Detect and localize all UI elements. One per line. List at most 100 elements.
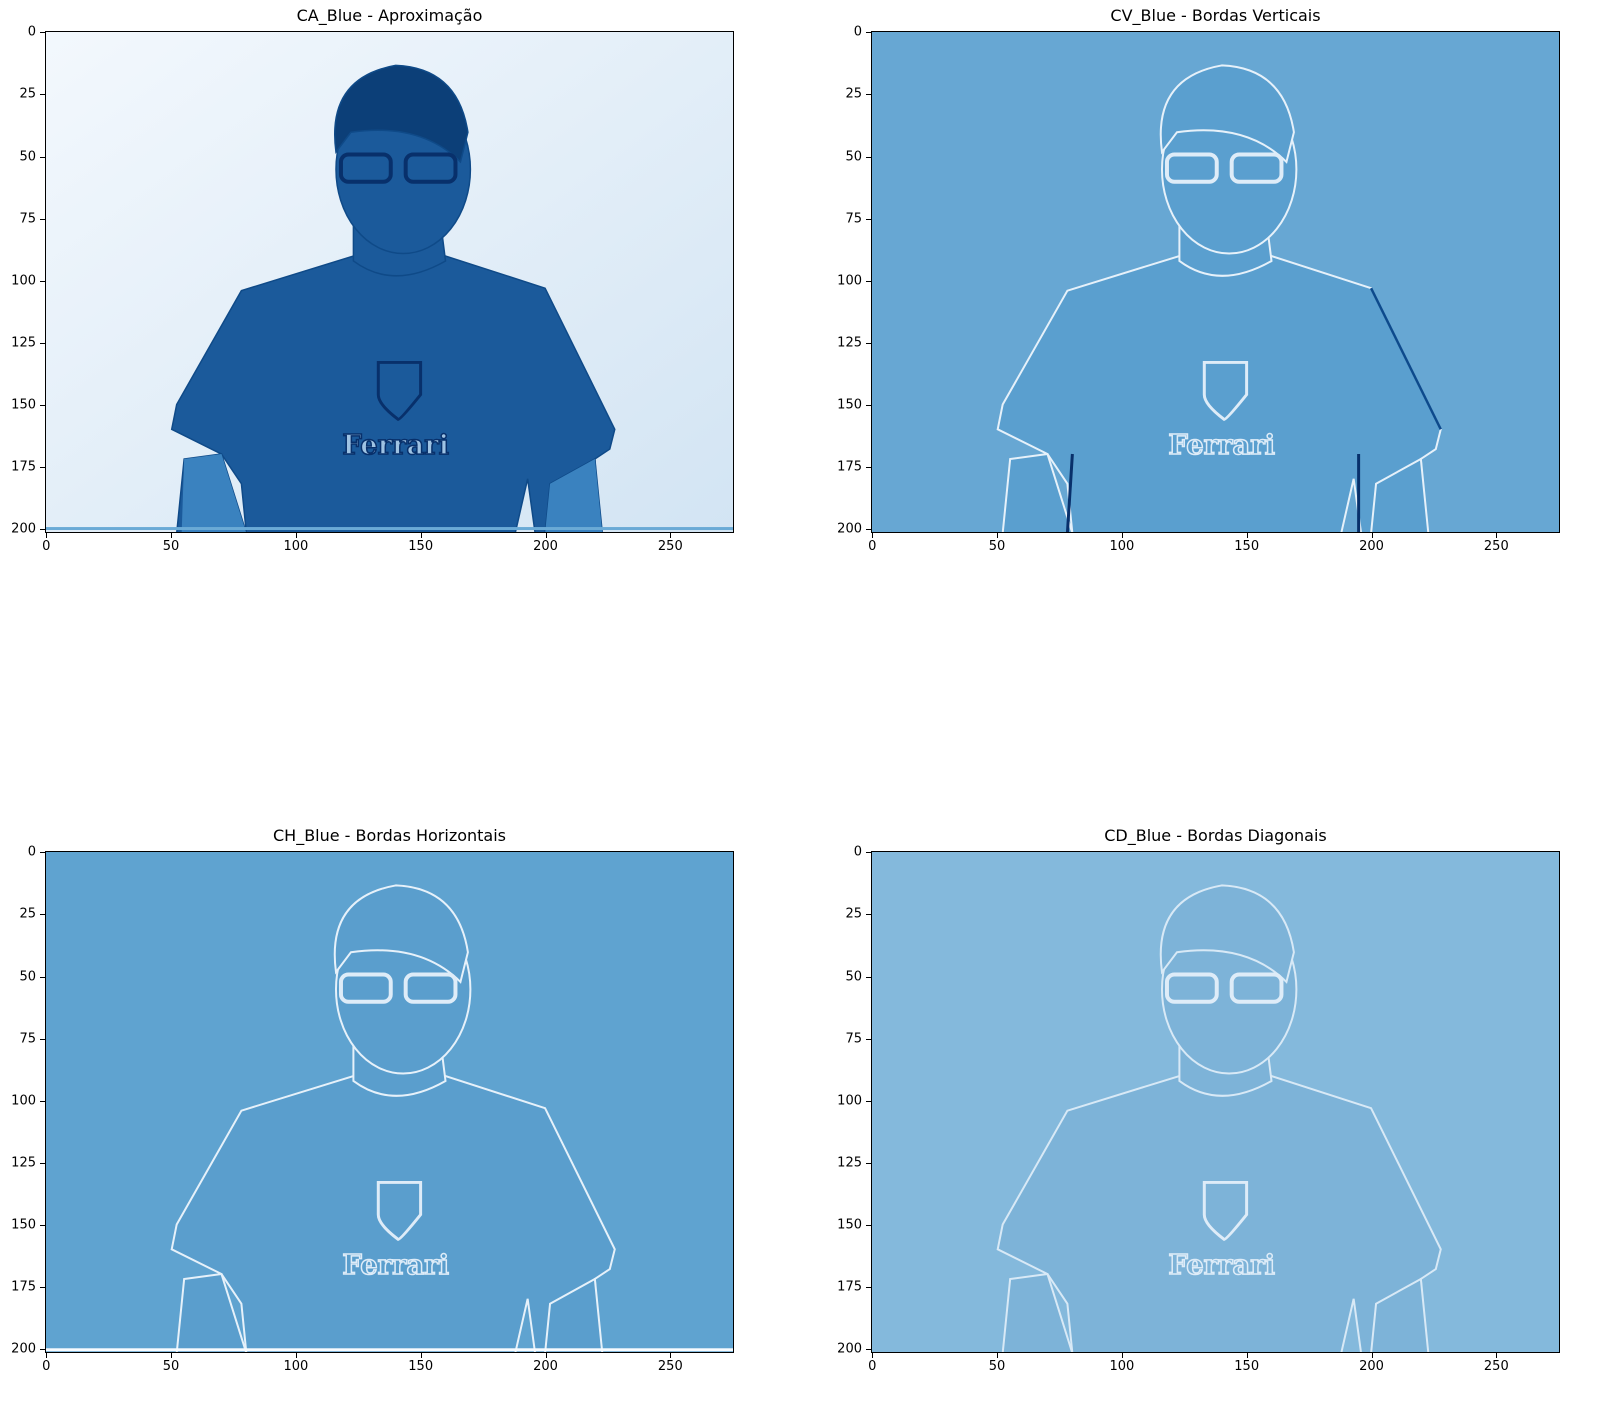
y-tick-mark <box>866 1038 871 1040</box>
coefficient-image: Ferrari <box>46 852 733 1352</box>
y-tick-label: 125 <box>837 335 862 351</box>
x-tick-mark <box>1121 1353 1123 1358</box>
x-tick-mark <box>1246 1353 1248 1358</box>
y-tick-label: 25 <box>19 906 36 922</box>
y-tick-label: 175 <box>837 1279 862 1295</box>
y-tick-mark <box>40 1225 45 1226</box>
x-tick-label: 50 <box>162 539 180 554</box>
y-tick-mark <box>866 94 871 96</box>
x-tick-label: 50 <box>162 1359 180 1374</box>
x-tick-mark <box>545 1353 547 1358</box>
x-tick-mark <box>997 1353 999 1358</box>
x-tick-label: 200 <box>533 1359 558 1374</box>
y-tick-mark <box>40 1100 45 1102</box>
y-tick-mark <box>40 467 45 469</box>
y-tick-mark <box>40 1287 45 1289</box>
coefficient-image: Ferrari <box>46 32 733 532</box>
y-tick-label: 100 <box>837 273 862 289</box>
x-tick-label: 200 <box>533 539 558 554</box>
x-tick-label: 200 <box>1359 1359 1384 1374</box>
y-tick-mark <box>866 1349 871 1351</box>
y-tick-label: 175 <box>11 1279 36 1295</box>
y-tick-mark <box>866 914 871 916</box>
image-horizontal-edge-coefficients: Ferrari <box>45 851 734 1353</box>
x-tick-label: 0 <box>868 539 877 554</box>
y-tick-label: 175 <box>11 459 36 475</box>
y-tick-mark <box>40 280 45 282</box>
shirt-text: Ferrari <box>1168 1249 1275 1281</box>
y-tick-mark <box>40 218 45 220</box>
x-tick-label: 250 <box>657 1359 683 1374</box>
x-tick-label: 250 <box>657 539 683 554</box>
image-vertical-edge-coefficients: Ferrari <box>871 31 1560 533</box>
y-tick-mark <box>866 342 871 344</box>
y-tick-label: 100 <box>11 273 36 289</box>
x-tick-mark <box>1496 1353 1498 1358</box>
y-tick-label: 125 <box>11 335 36 351</box>
x-tick-mark <box>997 533 999 538</box>
x-tick-mark <box>46 533 48 538</box>
y-tick-mark <box>40 976 45 978</box>
image-diagonal-edge-coefficients: Ferrari <box>871 851 1560 1353</box>
y-tick-mark <box>866 280 871 282</box>
x-tick-mark <box>171 533 173 538</box>
x-tick-label: 150 <box>408 1359 434 1374</box>
shirt-text: Ferrari <box>1168 429 1275 461</box>
x-tick-label: 150 <box>1234 1359 1260 1374</box>
y-tick-mark <box>866 156 871 158</box>
y-tick-label: 25 <box>845 86 862 102</box>
subplot-title: CD_Blue - Bordas Diagonais <box>1104 826 1327 845</box>
x-tick-label: 100 <box>283 539 309 554</box>
x-tick-mark <box>1371 1353 1373 1358</box>
x-tick-label: 0 <box>868 1359 877 1374</box>
y-tick-label: 75 <box>19 1031 36 1047</box>
y-tick-label: 25 <box>845 906 862 922</box>
x-tick-mark <box>420 1353 422 1358</box>
x-tick-label: 250 <box>1483 1359 1509 1374</box>
y-tick-label: 0 <box>27 844 36 860</box>
subplot-title: CH_Blue - Bordas Horizontais <box>272 826 507 845</box>
y-tick-mark <box>866 1287 871 1289</box>
y-tick-mark <box>40 94 45 96</box>
y-tick-mark <box>40 852 45 854</box>
y-tick-mark <box>866 467 871 469</box>
y-tick-mark <box>40 1038 45 1040</box>
y-tick-label: 200 <box>837 521 862 537</box>
x-tick-mark <box>171 1353 173 1358</box>
subplot-title: CV_Blue - Bordas Verticais <box>1110 6 1321 25</box>
y-tick-label: 200 <box>11 521 36 537</box>
y-tick-mark <box>40 1162 45 1164</box>
y-tick-label: 175 <box>837 459 862 475</box>
y-tick-label: 0 <box>27 24 36 40</box>
x-tick-label: 100 <box>1109 1359 1135 1374</box>
y-tick-label: 150 <box>11 397 36 413</box>
x-tick-mark <box>1121 533 1123 538</box>
x-tick-mark <box>420 533 422 538</box>
x-tick-label: 0 <box>42 1359 51 1374</box>
y-tick-label: 75 <box>845 1031 862 1047</box>
y-tick-mark <box>40 1349 45 1351</box>
x-tick-label: 250 <box>1483 539 1509 554</box>
x-tick-mark <box>1496 533 1498 538</box>
y-tick-mark <box>40 405 45 406</box>
x-tick-mark <box>670 1353 672 1358</box>
y-tick-mark <box>866 529 871 531</box>
x-tick-label: 100 <box>283 1359 309 1374</box>
y-tick-mark <box>866 852 871 854</box>
y-tick-mark <box>866 1100 871 1102</box>
coefficient-image: Ferrari <box>872 852 1559 1352</box>
y-tick-label: 150 <box>837 1217 862 1233</box>
y-tick-label: 0 <box>853 24 862 40</box>
y-tick-mark <box>40 529 45 531</box>
x-tick-mark <box>670 533 672 538</box>
y-tick-label: 75 <box>19 211 36 227</box>
y-tick-mark <box>866 1225 871 1226</box>
x-tick-label: 150 <box>1234 539 1260 554</box>
y-tick-mark <box>866 405 871 406</box>
subplot-title: CA_Blue - Aproximação <box>296 6 483 25</box>
x-tick-label: 50 <box>988 1359 1006 1374</box>
y-tick-mark <box>866 32 871 34</box>
x-tick-label: 150 <box>408 539 434 554</box>
y-tick-label: 100 <box>11 1093 36 1109</box>
image-approximation-coefficients: Ferrari <box>45 31 734 533</box>
